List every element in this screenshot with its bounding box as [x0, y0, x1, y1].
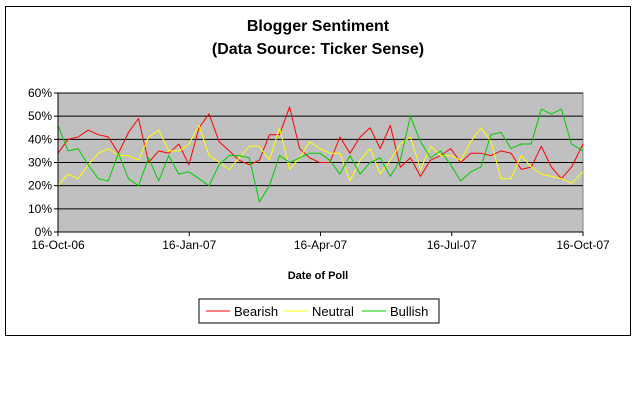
chart-svg: Blogger Sentiment (Data Source: Ticker S… [28, 18, 610, 324]
series-line-bullish [57, 108, 584, 203]
y-tick-label: 40% [28, 132, 52, 146]
legend-label-bullish: Bullish [390, 304, 428, 319]
x-tick-label: 16-Oct-07 [556, 238, 610, 252]
legend-label-bearish: Bearish [234, 304, 278, 319]
x-tick-label: 16-Oct-06 [31, 238, 85, 252]
legend-box [198, 298, 440, 324]
y-tick-label: 30% [28, 156, 52, 170]
series-lines [57, 106, 584, 203]
x-axis-ticks: 16-Oct-06 16-Jan-07 16-Apr-07 16-Jul-07 16-O… [31, 232, 610, 252]
legend-items: Bearish Neutral Bullish [206, 304, 428, 319]
chart-subtitle: (Data Source: Ticker Sense) [212, 41, 424, 58]
grid-lines [58, 92, 583, 210]
x-axis-title: Date of Poll [288, 270, 349, 282]
y-tick-label: 20% [28, 179, 52, 193]
y-axis-ticks: 0% 10% 20% 30% 40% 50% 60% [28, 86, 58, 239]
y-tick-label: 0% [35, 225, 53, 239]
chart-title: Blogger Sentiment [247, 18, 390, 35]
x-tick-label: 16-Jul-07 [427, 238, 477, 252]
series-line-neutral [57, 124, 584, 187]
chart-frame: Blogger Sentiment (Data Source: Ticker S… [5, 6, 631, 336]
legend: Bearish Neutral Bullish [198, 298, 440, 324]
x-tick-label: 16-Jan-07 [162, 238, 216, 252]
y-tick-label: 10% [28, 202, 52, 216]
y-tick-label: 60% [28, 86, 52, 100]
legend-label-neutral: Neutral [312, 304, 354, 319]
y-tick-label: 50% [28, 109, 52, 123]
x-tick-label: 16-Apr-07 [294, 238, 348, 252]
